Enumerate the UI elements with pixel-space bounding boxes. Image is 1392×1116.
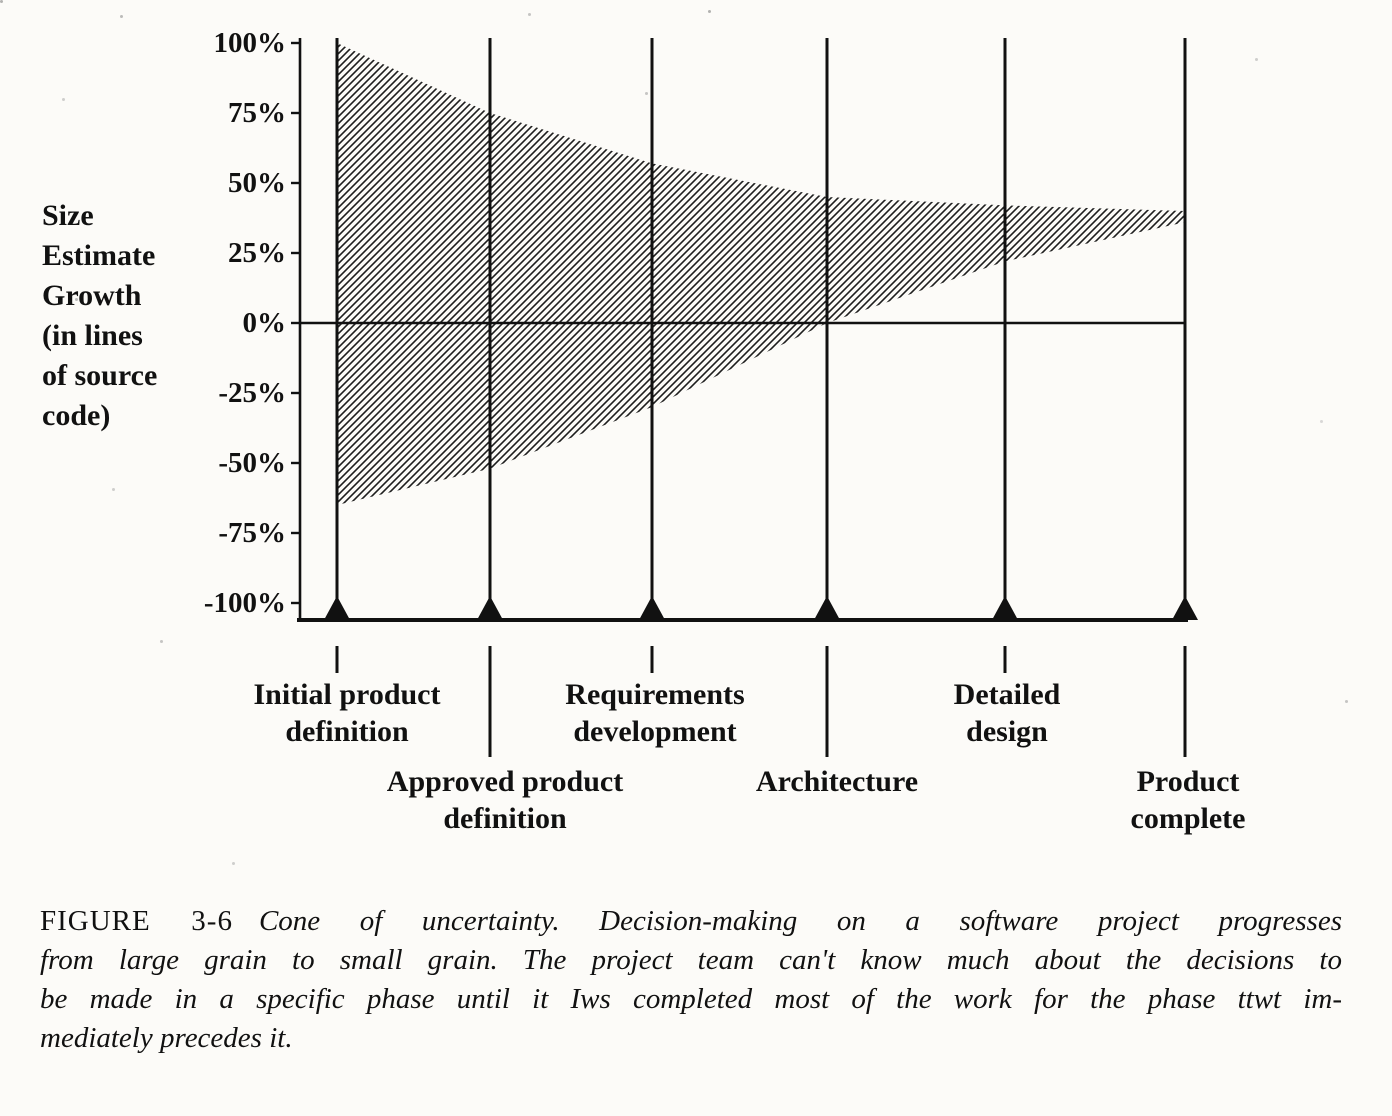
scan-noise (0, 0, 3, 3)
caption-line: from large grain to small grain. The pro… (40, 944, 1342, 976)
milestone-label-initial-product-definition: Initial product definition (254, 676, 441, 750)
caption-line: be made in a specific phase until it Iws… (40, 983, 1342, 1015)
y-axis-label-line: (in lines (42, 319, 143, 352)
milestone-label-detailed-design: Detailed design (954, 676, 1061, 750)
y-tick-label-n75: -75% (218, 517, 286, 549)
milestone-triangle-marker-3 (814, 596, 840, 620)
milestone-label-line: Product (1136, 765, 1240, 798)
milestone-label-approved-product-definition: Approved product definition (387, 763, 623, 837)
uncertainty-cone-band (337, 43, 1185, 505)
milestone-triangle-marker-1 (477, 596, 503, 620)
caption-line: FIGURE 3-6 Cone of uncertainty. Decision-… (40, 902, 1342, 941)
y-tick-label-n25: -25% (218, 377, 286, 409)
milestone-label-line: Detailed (953, 678, 1061, 711)
milestone-label-architecture: Architecture (756, 763, 918, 800)
milestone-label-line: Architecture (755, 765, 919, 798)
y-tick-label-n50: -50% (218, 447, 286, 479)
milestone-label-product-complete: Product complete (1131, 763, 1246, 837)
figure-number-label: FIGURE 3-6 (40, 905, 233, 937)
milestone-label-line: definition (285, 715, 409, 748)
y-tick-label-100: 100% (213, 27, 287, 59)
caption-line: mediately precedes it. (40, 1022, 293, 1054)
milestone-triangle-marker-0 (324, 596, 350, 620)
milestone-triangle-marker-4 (992, 596, 1018, 620)
milestone-label-line: Requirements (565, 678, 745, 711)
milestone-label-line: Approved product (386, 765, 624, 798)
caption-text: Cone of uncertainty. Decision-making on … (258, 905, 1342, 937)
y-tick-label-0: 0% (242, 307, 287, 339)
milestone-label-line: definition (443, 802, 567, 835)
milestone-label-line: development (573, 715, 737, 748)
y-axis-label-line: code) (42, 399, 111, 432)
y-axis-label-line: Estimate (42, 239, 156, 272)
y-axis-label: Size Estimate Growth (in lines of source… (42, 196, 157, 436)
y-tick-label-n100: -100% (203, 587, 286, 619)
milestone-label-line: design (966, 715, 1048, 748)
milestone-triangle-marker-5 (1172, 596, 1198, 620)
y-tick-label-50: 50% (228, 167, 286, 199)
y-axis-label-line: of source (42, 359, 158, 392)
y-tick-label-25: 25% (228, 237, 286, 269)
y-axis-label-line: Growth (42, 279, 142, 312)
y-tick-label-75: 75% (228, 97, 286, 129)
milestone-label-line: Initial product (253, 678, 441, 711)
cone-of-uncertainty-chart (291, 38, 1198, 757)
milestone-label-requirements-development: Requirements development (565, 676, 744, 750)
y-axis-label-line: Size (42, 199, 94, 232)
milestone-triangle-marker-2 (639, 596, 665, 620)
milestone-label-line: complete (1130, 802, 1246, 835)
figure-caption: FIGURE 3-6 Cone of uncertainty. Decision-… (40, 902, 1342, 1058)
